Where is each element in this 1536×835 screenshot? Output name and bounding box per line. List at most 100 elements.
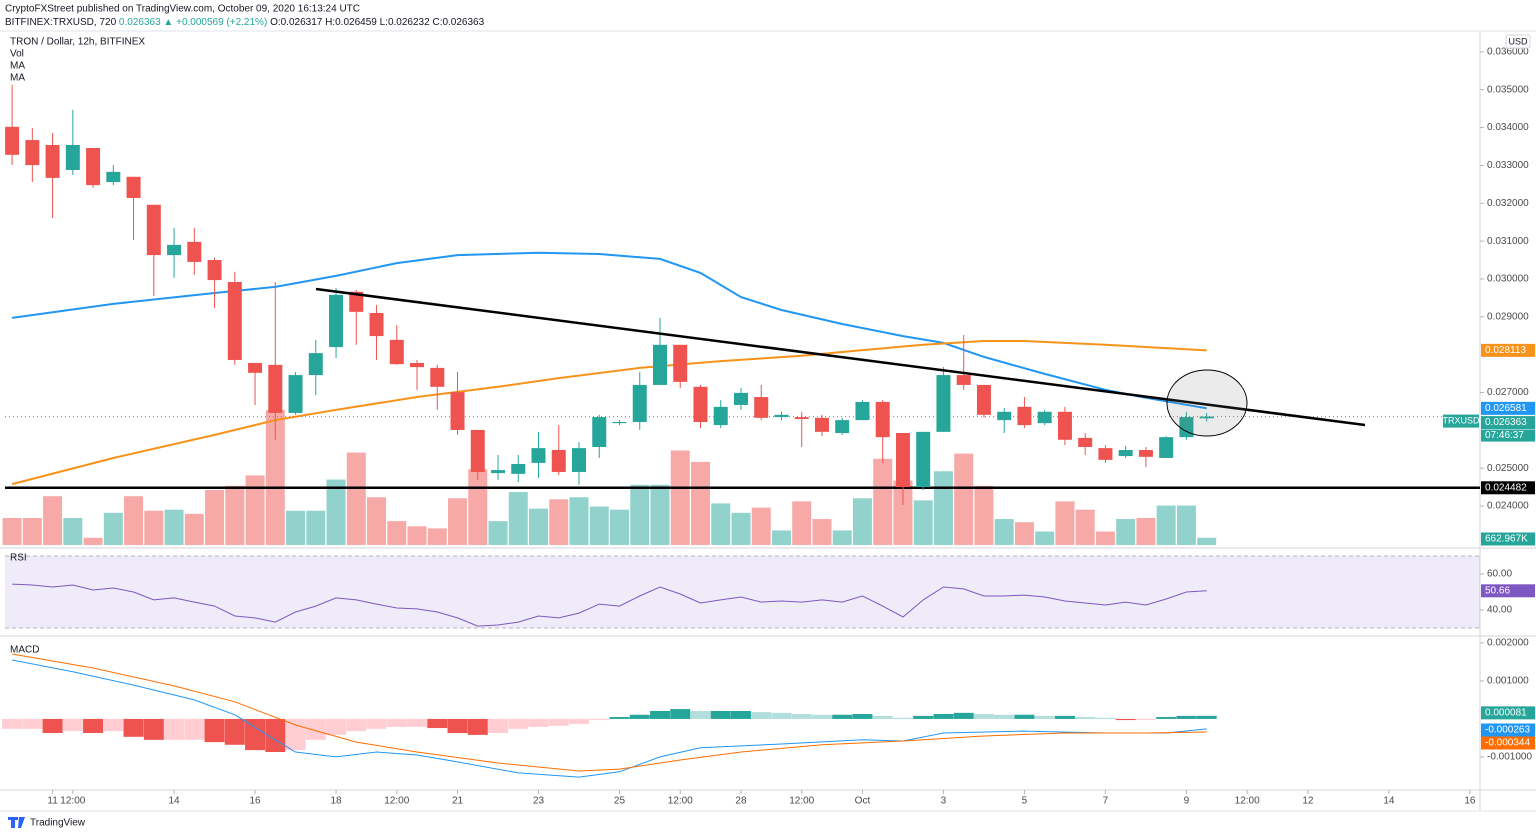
- macd-signal: [12, 653, 1207, 772]
- candle-body: [329, 294, 344, 348]
- volume-bar: [1197, 537, 1217, 545]
- price-badge-bg: [1481, 416, 1535, 430]
- candle-body: [1078, 437, 1093, 447]
- volume-bar: [63, 518, 83, 545]
- macd-histogram: [1115, 718, 1136, 721]
- countdown-bg: [1481, 429, 1535, 442]
- volume-bar: [771, 530, 791, 545]
- volume-badge: 662.967K: [1485, 534, 1528, 545]
- volume-bar: [407, 526, 427, 545]
- macd-histogram: [1014, 714, 1035, 719]
- candle-body: [774, 414, 789, 418]
- candle-body: [5, 126, 20, 155]
- legend-macd: MACD: [10, 645, 39, 656]
- candle-body: [652, 344, 667, 385]
- y-tick-label: 0.033000: [1487, 160, 1529, 171]
- volume-bar: [1116, 519, 1136, 545]
- volume-bar: [103, 512, 123, 545]
- volume-bar: [1176, 505, 1196, 545]
- candle-body: [875, 401, 890, 438]
- candle-body: [369, 313, 384, 337]
- moving-average: [11, 251, 1207, 410]
- support-badge-bg: [1481, 481, 1535, 495]
- volume-bar: [609, 509, 629, 545]
- candle-body: [86, 148, 101, 186]
- x-tick-label: 3: [941, 796, 947, 807]
- macd-macd: [12, 659, 1207, 778]
- support-badge: 0.024482: [1485, 482, 1527, 493]
- volume-bar: [468, 469, 488, 545]
- candle-body: [976, 384, 991, 415]
- candle-body: [65, 144, 80, 170]
- candle-body: [592, 417, 607, 447]
- y-tick-label: 0.002000: [1487, 638, 1529, 649]
- candle-body: [187, 241, 202, 262]
- candle-body: [1057, 411, 1072, 440]
- y-tick-label: 0.032000: [1487, 198, 1529, 209]
- l-value: 0.026232: [388, 17, 430, 28]
- volume-bar: [731, 512, 751, 545]
- volume-bar: [488, 521, 508, 545]
- x-tick-label: 9: [1184, 796, 1190, 807]
- volume-bar: [690, 461, 710, 545]
- y-tick-label: 0.027000: [1487, 387, 1529, 398]
- candle-body: [45, 144, 60, 178]
- x-tick-label: 28: [735, 796, 747, 807]
- symbol-badge-bg: [1443, 414, 1479, 428]
- y-tick-label: 0.035000: [1487, 84, 1529, 95]
- macd-histogram: [811, 714, 832, 719]
- volume-bar: [913, 500, 933, 545]
- macd-histogram: [285, 718, 306, 751]
- macd-histogram: [508, 718, 529, 729]
- y-tick-label: 0.031000: [1487, 236, 1529, 247]
- volume-bar: [1014, 522, 1034, 545]
- macd-histogram: [629, 714, 650, 719]
- o-label: O:: [270, 17, 281, 28]
- ma-badge-bg: [1481, 343, 1535, 357]
- y-tick-label: 0.029000: [1487, 311, 1529, 322]
- volume-bar: [1095, 531, 1115, 545]
- candle-body: [673, 344, 688, 382]
- macd-histogram: [224, 718, 245, 745]
- macd-histogram: [1095, 717, 1116, 719]
- macd-histogram: [447, 718, 468, 733]
- volume-bar: [346, 452, 366, 545]
- macd-histogram: [933, 714, 954, 719]
- volume-bar: [873, 458, 893, 545]
- volume-bar: [144, 510, 164, 545]
- volume-bar: [1035, 531, 1055, 545]
- signal-badge-bg: [1481, 736, 1535, 750]
- candle-body: [389, 339, 404, 365]
- macd-histogram: [184, 718, 205, 740]
- trendline: [315, 287, 1366, 427]
- tv-logo: [8, 817, 25, 828]
- volume-bar: [994, 519, 1014, 545]
- currency-box: [1505, 34, 1531, 49]
- c-value: 0.026363: [442, 17, 484, 28]
- candle-body: [1118, 450, 1133, 457]
- candle-body: [794, 417, 809, 419]
- candle-body: [491, 470, 506, 474]
- macd-histogram: [751, 712, 772, 719]
- volume-bar: [387, 521, 407, 545]
- x-tick-label: 23: [533, 796, 545, 807]
- macd-histogram: [791, 714, 812, 719]
- symbol-badge: TRXUSD: [1442, 415, 1480, 425]
- y-tick-label: 0.034000: [1487, 122, 1529, 133]
- volume-bar: [265, 410, 285, 545]
- candle-body: [450, 392, 465, 430]
- candle-body: [936, 375, 951, 432]
- volume-bar: [286, 510, 306, 545]
- macd-histogram: [427, 718, 448, 729]
- signal-badge: -0.000344: [1485, 738, 1530, 749]
- macd-histogram: [852, 714, 873, 719]
- macd-histogram: [245, 718, 266, 751]
- macd-histogram: [892, 717, 913, 719]
- candle-body: [1159, 437, 1174, 458]
- volume-bar: [83, 537, 103, 545]
- candle-body: [855, 401, 870, 421]
- candle-body: [956, 375, 971, 385]
- volume-bar: [933, 471, 953, 545]
- macd-histogram: [123, 718, 144, 737]
